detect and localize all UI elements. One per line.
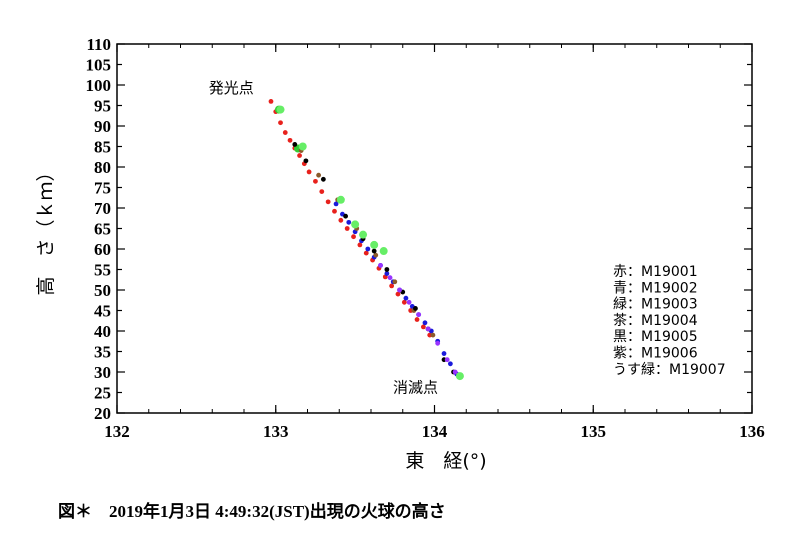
data-point-s1 <box>357 242 363 248</box>
end-point-label: 消滅点 <box>393 379 438 397</box>
y-tick-label: 75 <box>94 179 111 198</box>
data-point-s6 <box>387 275 393 281</box>
data-point-s4 <box>430 332 436 338</box>
data-point-s1 <box>287 137 293 143</box>
data-point-s5 <box>384 267 390 272</box>
y-tick-label: 95 <box>94 97 111 116</box>
legend-entry: 紫：M19006 <box>613 346 698 362</box>
data-point-s5 <box>371 248 377 254</box>
data-point-s6 <box>452 369 458 375</box>
figure-caption: 図＊ 2019年1月3日 4:49:32(JST)出現の火球の高さ <box>58 502 446 521</box>
data-point-s1 <box>297 153 302 158</box>
data-point-s6 <box>416 312 422 317</box>
data-point-s2 <box>422 320 428 326</box>
y-tick-label: 110 <box>86 35 111 54</box>
data-point-s7 <box>379 247 388 256</box>
data-point-s1 <box>338 217 344 223</box>
legend-entry: 赤：M19001 <box>613 264 698 280</box>
data-point-s1 <box>319 189 325 195</box>
x-tick-label: 134 <box>422 422 448 441</box>
data-point-s2 <box>441 351 447 356</box>
y-tick-label: 100 <box>86 76 112 95</box>
data-point-s2 <box>384 271 390 276</box>
data-point-s7 <box>276 105 285 114</box>
data-point-s6 <box>444 357 450 363</box>
data-point-s2 <box>447 361 453 367</box>
y-tick-label: 45 <box>94 302 111 321</box>
x-tick-label: 136 <box>739 422 765 441</box>
data-point-s1 <box>344 226 350 231</box>
legend-entry: 緑：M19003 <box>613 297 698 313</box>
data-point-s2 <box>403 295 409 301</box>
legend-entry: 茶：M19004 <box>613 313 698 329</box>
data-point-s1 <box>313 178 318 184</box>
data-point-s4 <box>392 279 398 285</box>
data-point-s1 <box>414 317 420 322</box>
data-point-s5 <box>292 142 298 147</box>
data-point-s1 <box>282 130 288 135</box>
data-point-s4 <box>316 172 322 178</box>
data-point-s1 <box>351 234 356 240</box>
data-point-s7 <box>370 240 379 249</box>
y-tick-label: 65 <box>94 220 111 239</box>
data-point-s1 <box>306 169 312 175</box>
data-point-s1 <box>268 99 274 104</box>
x-tick-label: 135 <box>581 422 607 441</box>
data-point-s2 <box>365 246 371 252</box>
y-tick-label: 55 <box>94 261 111 280</box>
x-tick-label: 132 <box>104 422 130 441</box>
y-tick-label: 85 <box>94 138 111 157</box>
data-point-s6 <box>397 287 402 293</box>
x-tick-label: 133 <box>263 422 289 441</box>
legend-entry: 黒：M19005 <box>613 329 698 345</box>
y-tick-label: 105 <box>86 56 112 75</box>
data-point-s6 <box>435 340 441 346</box>
y-axis-title: 高 さ（ｋｍ） <box>35 162 57 295</box>
data-point-s2 <box>333 201 339 207</box>
y-tick-label: 80 <box>94 158 111 177</box>
data-point-s7 <box>351 220 360 229</box>
y-tick-label: 20 <box>94 404 111 423</box>
y-tick-label: 40 <box>94 322 111 341</box>
data-point-s6 <box>406 299 412 305</box>
data-point-s5 <box>343 213 348 219</box>
data-point-s1 <box>325 199 331 205</box>
data-point-s1 <box>395 291 401 297</box>
y-tick-label: 35 <box>94 343 111 362</box>
y-tick-label: 30 <box>94 363 111 382</box>
data-point-s5 <box>303 158 309 164</box>
y-tick-label: 70 <box>94 199 111 218</box>
x-axis-title: 東 経(°) <box>405 450 486 472</box>
data-point-s7 <box>336 195 345 204</box>
legend-entry: うす緑：M19007 <box>613 362 726 378</box>
y-tick-label: 50 <box>94 281 111 300</box>
data-point-s5 <box>320 176 326 182</box>
y-tick-label: 90 <box>94 117 111 136</box>
data-point-s7 <box>359 230 368 239</box>
data-point-s2 <box>346 219 352 225</box>
data-point-s7 <box>298 142 307 151</box>
data-point-s1 <box>278 120 283 126</box>
y-tick-label: 25 <box>94 384 111 403</box>
data-point-s1 <box>420 324 426 330</box>
data-point-s1 <box>401 299 407 305</box>
start-point-label: 発光点 <box>209 79 254 97</box>
data-point-s1 <box>363 250 369 256</box>
data-point-s4 <box>373 252 379 258</box>
data-point-s7 <box>455 372 464 381</box>
y-tick-label: 60 <box>94 240 111 259</box>
data-point-s6 <box>425 326 431 332</box>
data-point-s1 <box>389 283 395 289</box>
legend-entry: 青：M19002 <box>613 280 698 296</box>
data-point-s5 <box>413 306 418 311</box>
data-point-s6 <box>378 263 383 268</box>
data-point-s1 <box>332 208 337 214</box>
